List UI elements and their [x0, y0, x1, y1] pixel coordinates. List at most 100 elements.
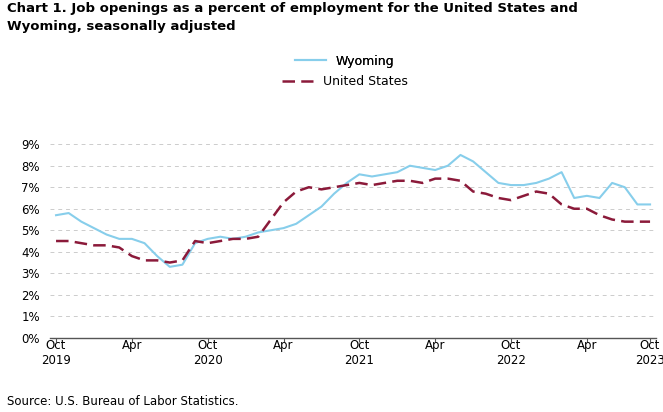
United States [368, 183, 376, 187]
United States [330, 185, 338, 190]
Wyoming [153, 254, 161, 259]
United States [495, 196, 503, 201]
Wyoming [482, 170, 490, 175]
Wyoming [65, 211, 73, 215]
United States [469, 189, 477, 194]
United States [204, 241, 211, 246]
United States [633, 219, 641, 224]
Wyoming [595, 196, 603, 201]
Wyoming [646, 202, 654, 207]
United States [216, 239, 224, 243]
United States [90, 243, 98, 248]
Wyoming [343, 180, 351, 185]
United States [318, 187, 326, 192]
United States [595, 213, 603, 218]
United States [65, 239, 73, 243]
United States [482, 191, 490, 196]
United States [545, 191, 553, 196]
Wyoming [368, 174, 376, 179]
Wyoming [178, 262, 186, 267]
United States [153, 258, 161, 263]
Wyoming [633, 202, 641, 207]
Wyoming [444, 163, 452, 168]
Wyoming [78, 219, 86, 224]
Wyoming [103, 232, 111, 237]
Wyoming [418, 165, 426, 170]
United States [178, 258, 186, 263]
United States [128, 254, 136, 259]
Text: Apr: Apr [273, 339, 294, 352]
Wyoming [393, 170, 401, 175]
United States [141, 258, 149, 263]
United States [115, 245, 123, 250]
Wyoming [621, 185, 629, 190]
Text: Oct
2021: Oct 2021 [345, 339, 375, 367]
Wyoming [558, 170, 566, 175]
United States [507, 198, 515, 203]
Wyoming [495, 180, 503, 185]
Wyoming [545, 176, 553, 181]
Wyoming [431, 168, 439, 173]
Wyoming [166, 265, 174, 269]
Text: Apr: Apr [425, 339, 446, 352]
Line: Wyoming: Wyoming [56, 155, 650, 267]
United States [280, 200, 288, 205]
United States [241, 236, 249, 241]
Text: Source: U.S. Bureau of Labor Statistics.: Source: U.S. Bureau of Labor Statistics. [7, 395, 238, 408]
United States [570, 206, 578, 211]
United States [457, 178, 465, 183]
Wyoming [141, 241, 149, 246]
United States [431, 176, 439, 181]
United States [267, 217, 275, 222]
United States [305, 185, 313, 190]
Text: Oct
2019: Oct 2019 [41, 339, 71, 367]
Text: Oct
2023: Oct 2023 [635, 339, 663, 367]
United States [621, 219, 629, 224]
United States [558, 202, 566, 207]
United States [78, 241, 86, 246]
Wyoming [381, 172, 389, 177]
United States [418, 180, 426, 185]
Text: Apr: Apr [577, 339, 597, 352]
United States [646, 219, 654, 224]
United States [520, 193, 528, 198]
Wyoming [330, 191, 338, 196]
Wyoming [570, 196, 578, 201]
Wyoming [229, 236, 237, 241]
United States [608, 217, 616, 222]
Wyoming [318, 204, 326, 209]
United States [444, 176, 452, 181]
Legend: United States: United States [276, 70, 413, 93]
United States [583, 206, 591, 211]
United States [166, 260, 174, 265]
Wyoming [355, 172, 363, 177]
Wyoming [406, 163, 414, 168]
United States [103, 243, 111, 248]
Wyoming [520, 183, 528, 187]
Wyoming [469, 159, 477, 164]
Wyoming [457, 152, 465, 157]
United States [406, 178, 414, 183]
Wyoming [608, 180, 616, 185]
United States [355, 180, 363, 185]
Legend: Wyoming: Wyoming [290, 49, 400, 73]
Text: Wyoming, seasonally adjusted: Wyoming, seasonally adjusted [7, 20, 235, 33]
Text: Oct
2020: Oct 2020 [193, 339, 223, 367]
Wyoming [583, 193, 591, 198]
United States [381, 180, 389, 185]
Wyoming [280, 226, 288, 231]
Wyoming [532, 180, 540, 185]
Text: Oct
2022: Oct 2022 [496, 339, 526, 367]
United States [532, 189, 540, 194]
United States [343, 183, 351, 187]
Wyoming [267, 228, 275, 233]
Wyoming [255, 230, 263, 235]
United States [191, 239, 199, 243]
Wyoming [52, 213, 60, 218]
United States [393, 178, 401, 183]
Wyoming [305, 213, 313, 218]
United States [52, 239, 60, 243]
Wyoming [507, 183, 515, 187]
Text: Chart 1. Job openings as a percent of employment for the United States and: Chart 1. Job openings as a percent of em… [7, 2, 577, 15]
United States [292, 189, 300, 194]
